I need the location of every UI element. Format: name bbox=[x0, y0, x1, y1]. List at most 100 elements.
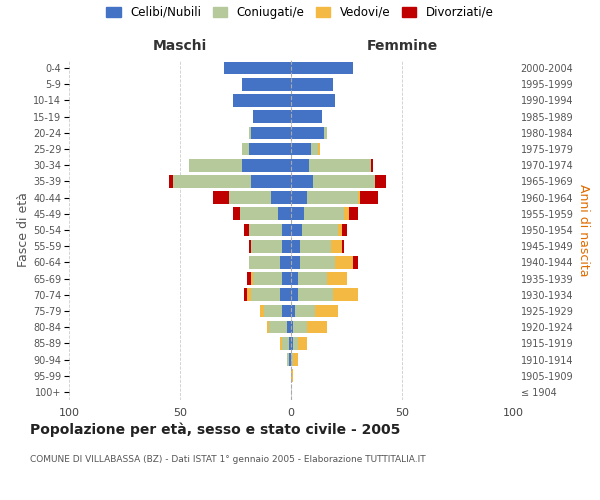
Bar bbox=[309, 159, 371, 172]
Bar bbox=[282, 224, 291, 236]
Bar bbox=[291, 175, 313, 188]
Bar bbox=[331, 240, 342, 252]
Bar bbox=[249, 240, 251, 252]
Bar bbox=[287, 321, 291, 334]
Bar bbox=[253, 272, 282, 285]
Bar bbox=[266, 321, 269, 334]
Bar bbox=[173, 175, 251, 188]
Bar bbox=[242, 78, 291, 90]
Bar bbox=[371, 159, 373, 172]
Bar bbox=[291, 78, 333, 90]
Bar bbox=[244, 224, 249, 236]
Bar bbox=[342, 224, 347, 236]
Bar bbox=[251, 175, 291, 188]
Bar bbox=[344, 208, 349, 220]
Bar bbox=[304, 208, 344, 220]
Y-axis label: Fasce di età: Fasce di età bbox=[17, 192, 30, 268]
Bar bbox=[214, 192, 229, 204]
Bar bbox=[247, 288, 251, 301]
Bar bbox=[247, 272, 251, 285]
Bar bbox=[302, 224, 338, 236]
Bar bbox=[249, 142, 291, 156]
Bar bbox=[295, 304, 316, 318]
Bar bbox=[307, 321, 326, 334]
Bar bbox=[251, 126, 291, 139]
Bar bbox=[349, 208, 358, 220]
Bar bbox=[253, 110, 291, 123]
Bar bbox=[242, 142, 249, 156]
Bar bbox=[307, 192, 358, 204]
Bar bbox=[291, 321, 293, 334]
Bar bbox=[342, 240, 344, 252]
Bar bbox=[291, 159, 309, 172]
Bar bbox=[300, 240, 331, 252]
Bar bbox=[291, 208, 304, 220]
Bar bbox=[282, 337, 289, 349]
Bar bbox=[289, 337, 291, 349]
Bar bbox=[224, 62, 291, 74]
Bar bbox=[326, 272, 347, 285]
Text: COMUNE DI VILLABASSA (BZ) - Dati ISTAT 1° gennaio 2005 - Elaborazione TUTTITALIA: COMUNE DI VILLABASSA (BZ) - Dati ISTAT 1… bbox=[30, 455, 425, 464]
Bar bbox=[333, 288, 358, 301]
Bar bbox=[291, 353, 293, 366]
Bar bbox=[289, 353, 291, 366]
Bar bbox=[313, 175, 376, 188]
Bar bbox=[265, 304, 282, 318]
Bar bbox=[316, 304, 338, 318]
Bar bbox=[278, 208, 291, 220]
Bar bbox=[291, 240, 300, 252]
Bar bbox=[240, 208, 278, 220]
Bar bbox=[360, 192, 377, 204]
Bar bbox=[376, 175, 386, 188]
Bar bbox=[251, 272, 253, 285]
Bar bbox=[353, 256, 358, 268]
Bar bbox=[280, 337, 282, 349]
Bar bbox=[291, 304, 295, 318]
Bar bbox=[291, 192, 307, 204]
Bar bbox=[291, 224, 302, 236]
Bar bbox=[269, 321, 287, 334]
Bar bbox=[189, 159, 242, 172]
Bar bbox=[244, 288, 247, 301]
Bar bbox=[291, 370, 293, 382]
Bar bbox=[335, 256, 353, 268]
Bar bbox=[311, 142, 317, 156]
Bar bbox=[293, 321, 307, 334]
Bar bbox=[287, 353, 289, 366]
Bar bbox=[242, 159, 291, 172]
Bar bbox=[325, 126, 326, 139]
Bar bbox=[298, 288, 333, 301]
Bar bbox=[298, 272, 326, 285]
Bar bbox=[291, 94, 335, 107]
Bar bbox=[251, 288, 280, 301]
Bar bbox=[280, 288, 291, 301]
Bar bbox=[291, 288, 298, 301]
Bar bbox=[282, 304, 291, 318]
Bar bbox=[282, 272, 291, 285]
Bar bbox=[249, 256, 280, 268]
Bar bbox=[271, 192, 291, 204]
Bar bbox=[291, 62, 353, 74]
Bar bbox=[358, 192, 360, 204]
Bar bbox=[291, 142, 311, 156]
Bar bbox=[291, 272, 298, 285]
Bar bbox=[291, 337, 293, 349]
Bar bbox=[280, 256, 291, 268]
Bar bbox=[169, 175, 173, 188]
Bar bbox=[291, 126, 325, 139]
Text: Popolazione per età, sesso e stato civile - 2005: Popolazione per età, sesso e stato civil… bbox=[30, 422, 400, 437]
Bar bbox=[293, 353, 298, 366]
Bar bbox=[251, 240, 282, 252]
Bar bbox=[317, 142, 320, 156]
Bar bbox=[282, 240, 291, 252]
Bar bbox=[260, 304, 265, 318]
Bar bbox=[298, 337, 307, 349]
Text: Femmine: Femmine bbox=[367, 38, 437, 52]
Bar bbox=[338, 224, 342, 236]
Bar bbox=[293, 337, 298, 349]
Bar bbox=[233, 94, 291, 107]
Text: Maschi: Maschi bbox=[153, 38, 207, 52]
Bar bbox=[300, 256, 335, 268]
Bar bbox=[229, 192, 271, 204]
Y-axis label: Anni di nascita: Anni di nascita bbox=[577, 184, 590, 276]
